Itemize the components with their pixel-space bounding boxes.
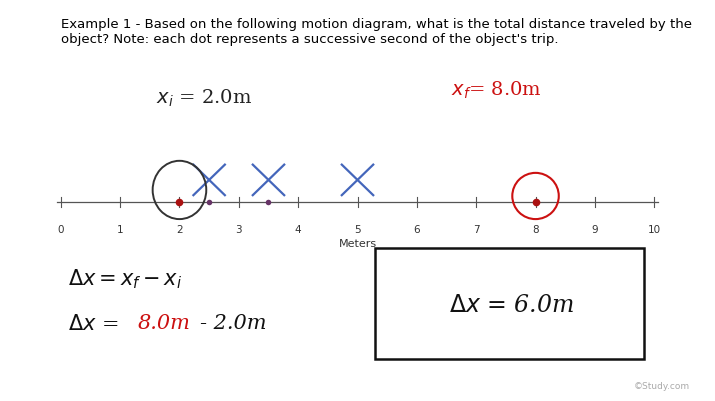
Text: Example 1 - Based on the following motion diagram, what is the total distance tr: Example 1 - Based on the following motio…: [61, 18, 692, 46]
Text: ©Study.com: ©Study.com: [634, 381, 690, 390]
Text: $\Delta x$ = 6.0m: $\Delta x$ = 6.0m: [448, 293, 574, 316]
Text: 0: 0: [57, 225, 64, 235]
Text: 9: 9: [591, 225, 598, 235]
Text: 7: 7: [473, 225, 480, 235]
Text: 4: 4: [295, 225, 302, 235]
Text: $\Delta x$ =: $\Delta x$ =: [68, 313, 121, 333]
Text: 10: 10: [648, 225, 661, 235]
Text: 8.0m: 8.0m: [138, 313, 191, 332]
Text: - 2.0m: - 2.0m: [200, 313, 267, 332]
Text: 5: 5: [354, 225, 361, 235]
Text: 2: 2: [176, 225, 183, 235]
Text: $\Delta x = x_f - x_i$: $\Delta x = x_f - x_i$: [68, 267, 182, 290]
Text: 3: 3: [235, 225, 242, 235]
Text: Meters: Meters: [338, 239, 377, 249]
Text: $\mathit{x}_f$= 8.0m: $\mathit{x}_f$= 8.0m: [451, 80, 543, 101]
Text: 6: 6: [413, 225, 420, 235]
Text: $\mathit{x}_i$ = 2.0m: $\mathit{x}_i$ = 2.0m: [156, 88, 252, 109]
Text: 8: 8: [532, 225, 539, 235]
Text: 1: 1: [117, 225, 124, 235]
